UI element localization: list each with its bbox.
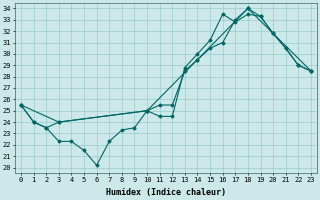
- X-axis label: Humidex (Indice chaleur): Humidex (Indice chaleur): [106, 188, 226, 197]
